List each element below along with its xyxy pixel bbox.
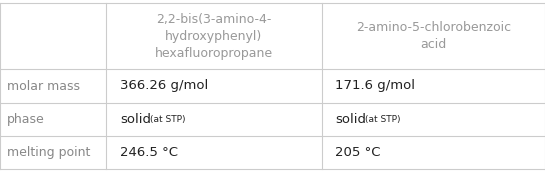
Text: (at STP): (at STP) bbox=[150, 115, 185, 123]
Text: 2-amino-5-chlorobenzoic
acid: 2-amino-5-chlorobenzoic acid bbox=[356, 22, 511, 51]
Text: 2,2-bis(3-amino-4-
hydroxyphenyl)
hexafluoropropane: 2,2-bis(3-amino-4- hydroxyphenyl) hexafl… bbox=[155, 13, 273, 60]
Text: 205 °C: 205 °C bbox=[335, 146, 380, 159]
Text: 366.26 g/mol: 366.26 g/mol bbox=[120, 79, 208, 93]
Text: 246.5 °C: 246.5 °C bbox=[120, 146, 178, 159]
Text: (at STP): (at STP) bbox=[365, 115, 401, 123]
Text: phase: phase bbox=[7, 112, 44, 126]
Text: solid: solid bbox=[120, 112, 151, 126]
Text: solid: solid bbox=[335, 112, 366, 126]
Text: 171.6 g/mol: 171.6 g/mol bbox=[335, 79, 415, 93]
Text: melting point: melting point bbox=[7, 146, 90, 159]
Text: molar mass: molar mass bbox=[7, 79, 80, 93]
